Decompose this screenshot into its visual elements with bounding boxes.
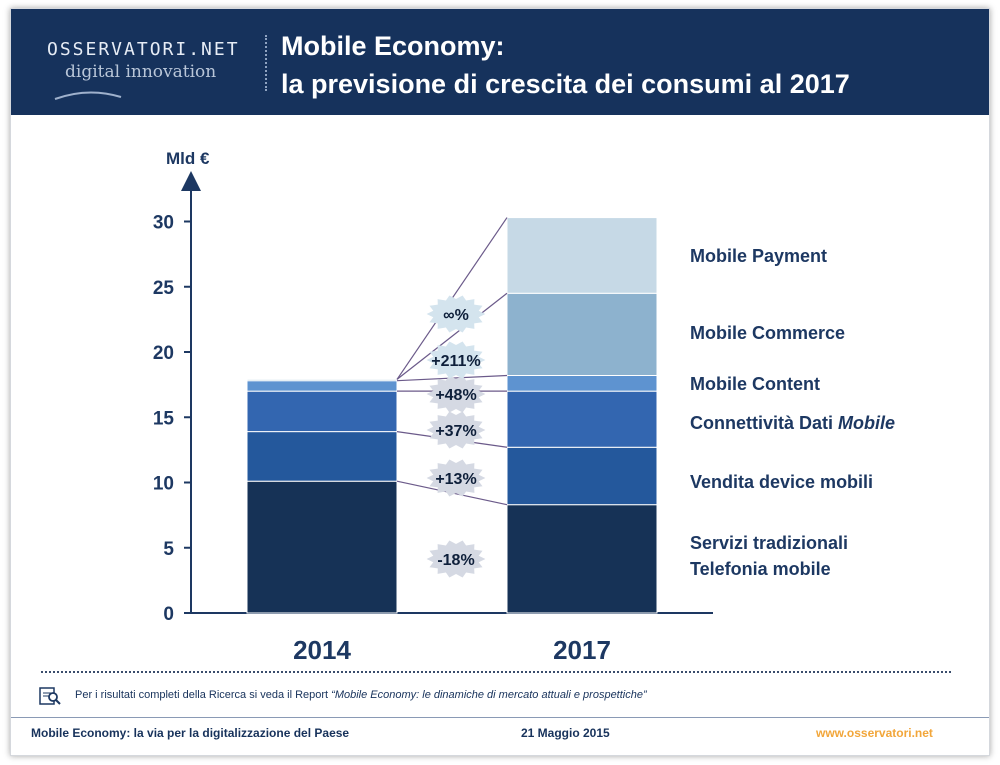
growth-label-3: +48% xyxy=(435,387,476,404)
growth-label-5: ∞% xyxy=(443,307,469,324)
bar-2014-servizi-tradizionali-telefonia-mobile xyxy=(246,480,398,614)
stacked-bar-chart: Mld € 0 5 10 15 20 25 30 2014 2017 -18% +13% +37% +48… xyxy=(153,149,895,665)
growth-label-1: +13% xyxy=(435,471,476,488)
bar-2017-mobile-content xyxy=(506,374,658,392)
y-tick-label-20: 20 xyxy=(153,343,174,364)
page-subtitle: la previsione di crescita dei consumi al… xyxy=(281,69,850,99)
y-tick-label-10: 10 xyxy=(153,474,174,495)
growth-badge-4 xyxy=(426,341,486,379)
header-divider xyxy=(265,35,267,91)
growth-badge-5 xyxy=(426,295,486,333)
bar-2017-connettività-dati-mobile xyxy=(506,390,658,448)
bar-2017-vendita-device-mobili xyxy=(506,446,658,506)
legend-label-3-0: Mobile Content xyxy=(690,374,820,394)
logo-swoosh-icon xyxy=(54,91,122,100)
footer-event-title: Mobile Economy: la via per la digitalizz… xyxy=(31,726,350,740)
bar-2014-mobile-content xyxy=(246,380,398,392)
y-axis-label: Mld € xyxy=(166,149,210,168)
page-title: Mobile Economy: xyxy=(281,31,505,61)
bar-2017-mobile-payment xyxy=(506,217,658,294)
growth-label-0: -18% xyxy=(437,552,474,569)
growth-badge-2 xyxy=(426,411,486,449)
growth-badge-3 xyxy=(426,375,486,413)
y-tick-label-15: 15 xyxy=(153,408,175,429)
y-tick-label-5: 5 xyxy=(163,539,174,560)
footer-url-link[interactable]: www.osservatori.net xyxy=(816,726,933,740)
connector-4 xyxy=(396,292,508,380)
logo-tagline: digital innovation xyxy=(65,62,217,82)
legend-label-0-0: Servizi tradizionali xyxy=(690,533,848,553)
legend-label-4-0: Mobile Commerce xyxy=(690,323,845,343)
bar-2014-mobile-commerce xyxy=(246,378,398,382)
legend-label-2-0: Connettività Dati Mobile xyxy=(690,413,895,433)
report-search-icon xyxy=(39,687,61,705)
footer-divider xyxy=(11,717,989,718)
report-note-text: Per i risultati completi della Ricerca s… xyxy=(75,689,332,701)
footer-date: 21 Maggio 2015 xyxy=(521,726,610,740)
x-tick-label-2017: 2017 xyxy=(553,635,611,665)
legend-label-italic: Mobile xyxy=(838,413,895,433)
y-tick-label-0: 0 xyxy=(163,604,174,625)
legend-label-1-0: Vendita device mobili xyxy=(690,472,873,492)
bar-2014-connettività-dati-mobile xyxy=(246,390,398,433)
logo-wordmark: OSSERVATORI.NET xyxy=(47,39,240,60)
x-tick-label-2014: 2014 xyxy=(293,635,351,665)
bar-2014-vendita-device-mobili xyxy=(246,431,398,482)
y-tick-label-30: 30 xyxy=(153,213,174,234)
legend-label-5-0: Mobile Payment xyxy=(690,246,827,266)
report-note: Per i risultati completi della Ricerca s… xyxy=(75,689,647,701)
bar-2017-mobile-commerce xyxy=(506,292,658,376)
legend-label-0-1: Telefonia mobile xyxy=(690,559,831,579)
separator-dotted xyxy=(41,671,951,673)
header-bar: OSSERVATORI.NET digital innovation Mobil… xyxy=(11,9,989,115)
slide-frame: OSSERVATORI.NET digital innovation Mobil… xyxy=(10,8,990,756)
report-title-link[interactable]: “Mobile Economy: le dinamiche di mercato… xyxy=(331,689,647,701)
growth-label-4: +211% xyxy=(431,353,480,370)
osservatori-logo[interactable]: OSSERVATORI.NET digital innovation xyxy=(47,39,240,100)
bar-2017-servizi-tradizionali-telefonia-mobile xyxy=(506,504,658,614)
growth-label-2: +37% xyxy=(435,423,476,440)
growth-badge-1 xyxy=(426,459,486,497)
y-tick-label-25: 25 xyxy=(153,278,175,299)
growth-badge-0 xyxy=(426,540,486,578)
